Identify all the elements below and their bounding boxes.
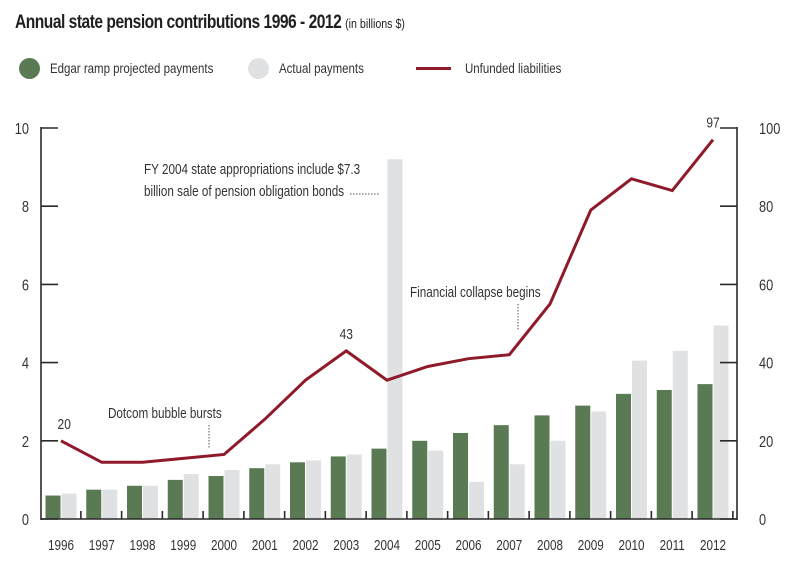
bar-projected-1998 xyxy=(127,485,142,519)
bar-projected-2008 xyxy=(534,415,550,519)
x-tick-label-2003: 2003 xyxy=(333,537,359,554)
bar-actual-2012 xyxy=(713,325,729,519)
legend-item-actual: Actual payments xyxy=(248,57,383,79)
x-tick-label-2001: 2001 xyxy=(252,537,278,554)
legend-label-liabilities: Unfunded liabilities xyxy=(465,60,562,76)
x-tick-label-2005: 2005 xyxy=(415,537,441,554)
legend-label-actual: Actual payments xyxy=(279,60,364,76)
annotation-fy2004-line-2: billion sale of pension obligation bonds xyxy=(144,183,344,200)
bar-actual-1998 xyxy=(143,485,158,519)
right-tick-label-80: 80 xyxy=(759,199,773,217)
annotation-financial-collapse: Financial collapse begins xyxy=(410,284,541,301)
bar-projected-2002 xyxy=(290,462,305,519)
data-label-2012: 97 xyxy=(706,114,719,131)
bar-projected-2006 xyxy=(453,432,468,519)
x-tick-label-2010: 2010 xyxy=(618,537,644,554)
right-tick-label-100: 100 xyxy=(759,121,780,139)
x-tick-label-1997: 1997 xyxy=(89,537,115,554)
left-tick-label-6: 6 xyxy=(22,277,29,295)
legend-item-liabilities: Unfunded liabilities xyxy=(416,58,583,78)
x-tick-label-1999: 1999 xyxy=(170,537,196,554)
right-tick-label-60: 60 xyxy=(759,277,773,295)
bar-actual-2004 xyxy=(387,159,403,519)
x-tick-label-2006: 2006 xyxy=(455,537,481,554)
bar-projected-2010 xyxy=(616,393,631,519)
left-tick-label-8: 8 xyxy=(22,199,29,217)
x-tick-label-2002: 2002 xyxy=(292,537,318,554)
bar-actual-1996 xyxy=(61,493,77,519)
bar-projected-2011 xyxy=(656,389,672,519)
bar-actual-1999 xyxy=(183,474,199,519)
bar-projected-2000 xyxy=(208,475,224,519)
bar-actual-2002 xyxy=(306,460,321,519)
x-tick-label-2011: 2011 xyxy=(660,537,685,554)
bar-projected-2007 xyxy=(493,425,509,519)
left-tick-label-10: 10 xyxy=(15,121,29,139)
bar-projected-1999 xyxy=(167,479,183,519)
bar-projected-2005 xyxy=(412,440,428,519)
data-label-1996: 20 xyxy=(58,416,72,433)
right-tick-label-40: 40 xyxy=(759,355,773,373)
bar-projected-2004 xyxy=(371,448,387,519)
bar-actual-2006 xyxy=(469,481,484,519)
bar-actual-1997 xyxy=(102,489,118,519)
legend-item-projected: Edgar ramp projected payments xyxy=(19,57,249,79)
bar-actual-2008 xyxy=(550,440,566,519)
bar-projected-1997 xyxy=(86,489,102,519)
bar-actual-2005 xyxy=(428,450,444,519)
bar-actual-2001 xyxy=(265,464,281,519)
right-tick-label-20: 20 xyxy=(759,434,773,452)
bar-actual-2003 xyxy=(346,454,362,519)
bar-actual-2011 xyxy=(672,350,688,519)
x-tick-label-2008: 2008 xyxy=(537,537,563,554)
x-tick-label-2012: 2012 xyxy=(700,537,726,554)
data-label-2003: 43 xyxy=(340,326,353,343)
legend-swatch-actual xyxy=(248,57,269,79)
x-tick-label-2004: 2004 xyxy=(374,537,400,554)
x-tick-label-1998: 1998 xyxy=(129,537,155,554)
bar-actual-2009 xyxy=(591,411,607,519)
x-tick-label-1996: 1996 xyxy=(48,537,74,554)
left-tick-label-2: 2 xyxy=(22,434,29,452)
bar-projected-2009 xyxy=(575,405,591,519)
left-tick-label-0: 0 xyxy=(22,512,29,530)
bar-actual-2010 xyxy=(632,360,647,519)
chart-subtitle: (in billions $) xyxy=(345,16,405,31)
bar-projected-2003 xyxy=(330,456,346,519)
right-tick-label-0: 0 xyxy=(759,512,766,530)
annotation-dotcom: Dotcom bubble bursts xyxy=(108,405,222,422)
x-tick-label-2000: 2000 xyxy=(211,537,237,554)
bar-actual-2000 xyxy=(224,470,240,519)
legend-swatch-projected xyxy=(19,57,40,79)
x-tick-label-2009: 2009 xyxy=(578,537,604,554)
x-tick-label-2007: 2007 xyxy=(496,537,522,554)
annotation-fy2004-line-1: FY 2004 state appropriations include $7.… xyxy=(144,161,360,178)
legend-label-projected: Edgar ramp projected payments xyxy=(50,60,214,76)
bar-projected-1996 xyxy=(45,495,61,519)
bar-projected-2012 xyxy=(697,384,713,519)
bar-actual-2007 xyxy=(509,464,525,519)
chart-title: Annual state pension contributions 1996 … xyxy=(15,12,405,34)
left-tick-label-4: 4 xyxy=(22,355,29,373)
legend-swatch-liabilities xyxy=(416,66,451,70)
chart-title-main: Annual state pension contributions 1996 … xyxy=(15,12,342,33)
bar-projected-2001 xyxy=(249,468,265,519)
